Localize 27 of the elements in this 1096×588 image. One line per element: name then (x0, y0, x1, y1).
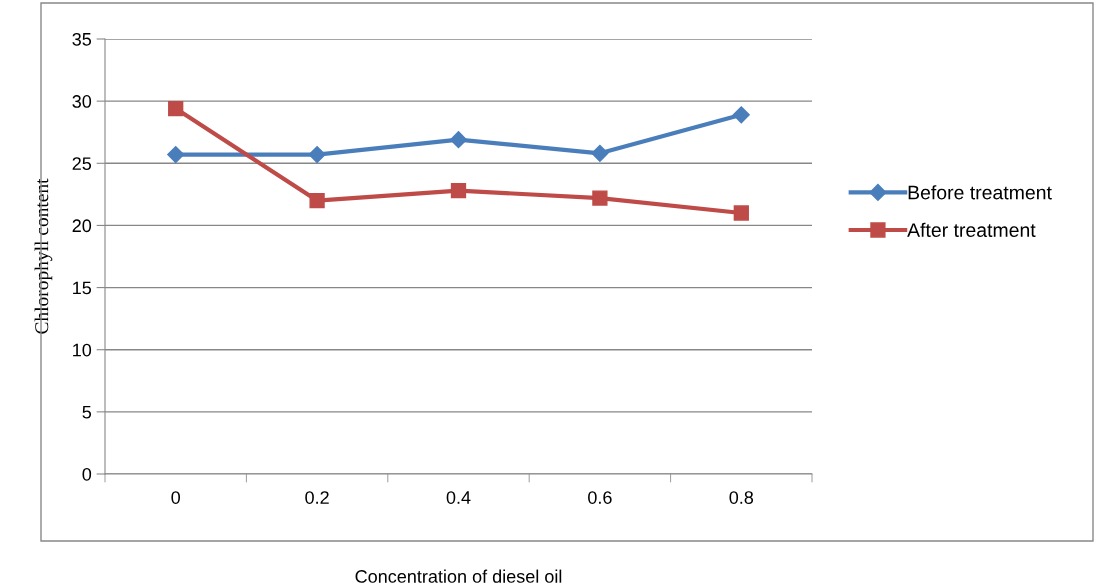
x-tick-label: 0.8 (729, 491, 754, 504)
point (592, 190, 608, 206)
x-tick-label: 0.2 (305, 491, 329, 504)
y-tick-label: 20 (72, 219, 92, 233)
point (732, 106, 750, 124)
point (167, 146, 185, 164)
x-tick-label: 0.4 (446, 491, 471, 504)
legend-label: After treatment (907, 222, 1036, 237)
y-axis-title: Chlorophyll content (34, 178, 53, 334)
point (450, 182, 467, 199)
legend-label: Before treatment (908, 185, 1052, 200)
point (308, 146, 326, 164)
y-tick-label: 15 (73, 281, 92, 295)
point (168, 100, 184, 117)
y-tick-label: 5 (82, 405, 92, 419)
y-tick-label: 10 (73, 343, 92, 357)
y-tick-label: 25 (72, 157, 92, 171)
x-tick-label: 0 (171, 491, 181, 504)
point (591, 144, 609, 162)
x-tick-label: 0.6 (588, 491, 612, 504)
x-axis-title: Concentration of diesel oil (355, 569, 562, 583)
point (309, 192, 325, 209)
y-tick-label: 35 (72, 32, 92, 46)
point (449, 131, 468, 149)
point (733, 205, 749, 221)
y-tick-label: 0 (82, 467, 92, 481)
y-tick-label: 30 (72, 95, 92, 108)
